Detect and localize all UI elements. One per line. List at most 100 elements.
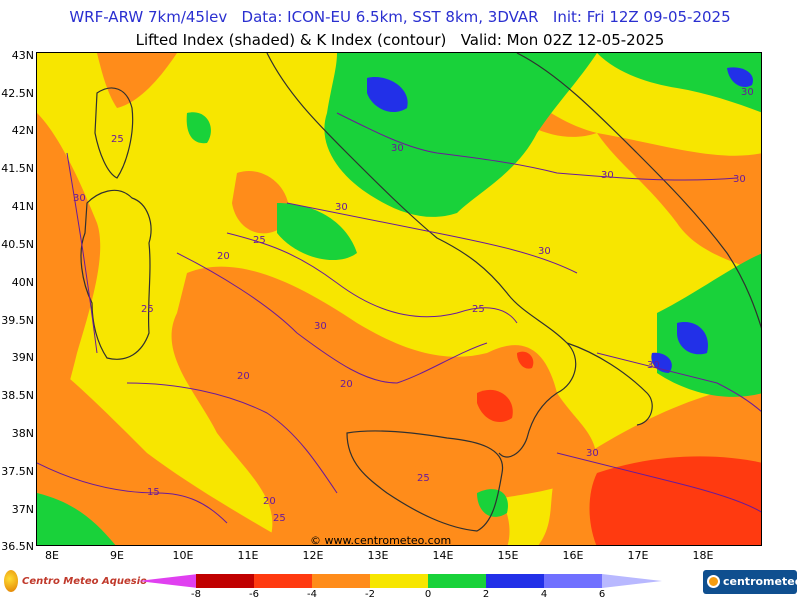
scale-swatch-violet — [138, 574, 198, 588]
contour-label: 30 — [73, 193, 86, 204]
lat-label-37-5n: 37.5N — [1, 465, 34, 478]
lon-label-13e: 13E — [367, 549, 389, 562]
li-red-ionian — [589, 456, 761, 545]
k-contour-west — [66, 152, 98, 354]
chart-title: WRF-ARW 7km/45lev Data: ICON-EU 6.5km, S… — [69, 8, 731, 26]
sun-logo-icon — [4, 570, 18, 592]
contour-label: 25 — [273, 513, 286, 524]
lat-label-42-5n: 42.5N — [1, 87, 34, 100]
logo-right-text: centrometeo — [723, 575, 800, 588]
coastline-sardinia — [80, 189, 152, 360]
contour-label: 25 — [417, 473, 430, 484]
contour-label: 30 — [601, 170, 614, 181]
scale-label: -4 — [307, 589, 317, 600]
centro-meteo-aquesio-logo: Centro Meteo Aquesio — [2, 570, 147, 594]
k-index-contours — [37, 112, 761, 524]
weather-map: 25 30 30 30 30 30 25 20 30 25 25 30 30 3… — [36, 52, 762, 546]
k-contour-20 — [176, 252, 488, 384]
contour-label: 30 — [538, 246, 551, 257]
lon-label-16e: 16E — [562, 549, 584, 562]
scale-label: 2 — [482, 589, 490, 600]
lat-label-37n: 37N — [11, 503, 34, 516]
k-contour-25 — [226, 232, 518, 324]
contour-label: 20 — [340, 379, 353, 390]
lon-label-8e: 8E — [45, 549, 59, 562]
contour-label: 15 — [147, 487, 160, 498]
lon-label-15e: 15E — [497, 549, 519, 562]
contour-label: 30 — [586, 448, 599, 459]
centrometeo-logo[interactable]: centrometeo — [703, 570, 800, 594]
k-contour-east — [596, 352, 761, 412]
lat-label-40n: 40N — [11, 276, 34, 289]
li-green-adriatic-east — [597, 53, 761, 113]
logo-left-text: Centro Meteo Aquesio — [22, 576, 147, 587]
lon-label-10e: 10E — [172, 549, 194, 562]
contour-label: 25 — [472, 304, 485, 315]
li-green-sw-corner — [37, 493, 116, 545]
lon-label-18e: 18E — [692, 549, 714, 562]
coastline-italy — [266, 53, 653, 458]
lat-label-36-5n: 36.5N — [1, 540, 34, 553]
contour-label: 30 — [733, 174, 746, 185]
lon-label-9e: 9E — [110, 549, 124, 562]
k-contour-15 — [37, 462, 228, 524]
li-red-center — [517, 351, 534, 369]
k-contour-se — [556, 452, 761, 513]
li-orange-center-blob — [232, 171, 289, 234]
lat-label-38n: 38N — [11, 427, 34, 440]
li-red-calabria — [477, 389, 513, 423]
map-canvas: 25 30 30 30 30 30 25 20 30 25 25 30 30 3… — [37, 53, 761, 545]
contour-label: 20 — [237, 371, 250, 382]
contour-label: 25 — [111, 134, 124, 145]
coastline-balkans — [516, 53, 761, 329]
scale-swatch-darkred — [196, 574, 254, 588]
globe-logo-icon — [707, 575, 720, 588]
lat-label-39-5n: 39.5N — [1, 314, 34, 327]
lat-label-41-5n: 41.5N — [1, 162, 34, 175]
scale-label: 4 — [540, 589, 548, 600]
k-contour-30 — [286, 202, 578, 274]
lat-label-39n: 39N — [11, 351, 34, 364]
li-blue-east — [677, 322, 708, 355]
li-green-east — [657, 253, 761, 397]
li-green-sicily — [477, 489, 508, 517]
lon-label-12e: 12E — [302, 549, 324, 562]
coastline-sicily — [346, 430, 504, 532]
scale-label: -6 — [249, 589, 259, 600]
lon-label-11e: 11E — [237, 549, 259, 562]
li-green-sardinia-small — [186, 112, 211, 144]
coastline-corsica — [94, 87, 134, 179]
li-blue-northeast — [727, 67, 753, 88]
contour-label: 30 — [335, 202, 348, 213]
contour-label: 30 — [741, 87, 754, 98]
li-orange-southwest — [37, 353, 294, 545]
li-orange-south — [317, 464, 510, 545]
lat-label-40-5n: 40.5N — [1, 238, 34, 251]
watermark: © www.centrometeo.com — [310, 534, 452, 547]
li-green-mid-blob — [277, 203, 357, 261]
scale-swatch-yellow — [370, 574, 428, 588]
li-orange-east — [597, 133, 761, 273]
contour-label: 20 — [263, 496, 276, 507]
contour-labels: 25 30 30 30 30 30 25 20 30 25 25 30 30 3… — [73, 87, 754, 524]
li-blue-north — [367, 77, 408, 113]
scale-swatch-red — [254, 574, 312, 588]
lat-label-43n: 43N — [11, 49, 34, 62]
lon-label-14e: 14E — [432, 549, 454, 562]
k-contour-20-south — [126, 382, 338, 494]
li-orange-nw — [97, 53, 177, 108]
scale-label: -8 — [191, 589, 201, 600]
scale-label: -2 — [365, 589, 375, 600]
scale-swatch-blue — [486, 574, 544, 588]
contour-label: 30 — [314, 321, 327, 332]
scale-label: 6 — [598, 589, 606, 600]
contour-label: 30 — [647, 360, 660, 371]
chart-subtitle: Lifted Index (shaded) & K Index (contour… — [135, 31, 665, 49]
contour-label: 20 — [217, 251, 230, 262]
li-orange-central-band — [171, 266, 597, 545]
scale-swatch-green — [428, 574, 486, 588]
contour-label: 25 — [141, 304, 154, 315]
scale-swatch-lavender — [602, 574, 662, 588]
scale-swatch-orange — [312, 574, 370, 588]
contour-label: 30 — [391, 143, 404, 154]
